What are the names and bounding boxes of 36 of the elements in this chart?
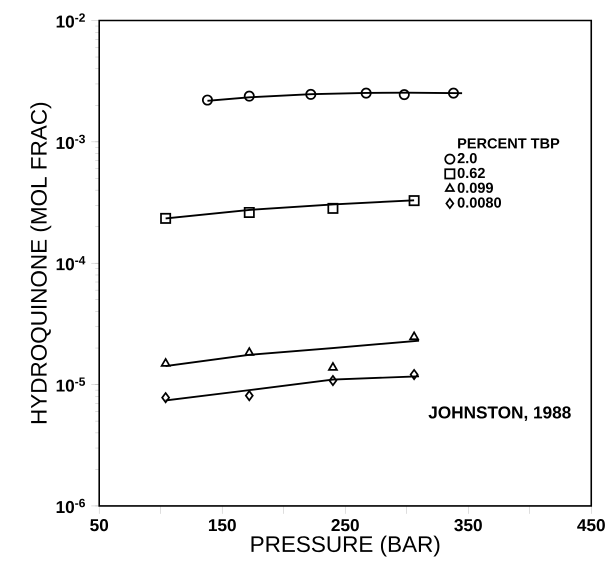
point <box>398 88 410 100</box>
point <box>305 88 316 100</box>
point <box>244 347 254 356</box>
y-tick-label: 10$^{-3}$ <box>56 134 85 149</box>
y-tick-label: 10$^{-6}$ <box>56 498 85 513</box>
point <box>161 392 170 403</box>
y-tick-label: 10$^{-2}$ <box>56 13 85 28</box>
point <box>408 194 420 206</box>
point <box>244 390 254 401</box>
point <box>360 87 372 98</box>
point <box>160 358 170 367</box>
y-tick-label: 10$^{-4}$ <box>56 256 86 270</box>
point <box>327 202 338 214</box>
x-tick-label: 250 <box>331 518 359 531</box>
point <box>244 90 255 102</box>
point <box>202 94 213 106</box>
y-axis-title: HYDROQUINONE (MOL FRAC) <box>30 102 52 423</box>
legend-label: 2.0 <box>458 152 477 164</box>
x-tick-label: 150 <box>208 518 236 531</box>
legend-label: 0.0080 <box>458 197 502 208</box>
legend-label: 0.099 <box>458 182 493 193</box>
x-axis-title: PRESSURE (BAR) <box>251 535 440 556</box>
legend-label: 0.62 <box>458 168 485 178</box>
x-tick-label: 50 <box>90 518 108 531</box>
point <box>409 331 419 340</box>
y-tick-label: 10$^{-5}$ <box>56 377 86 392</box>
point <box>328 362 338 371</box>
point <box>160 212 172 224</box>
point <box>410 368 418 380</box>
point <box>244 206 255 218</box>
legend-title: PERCENT TBP <box>458 138 560 148</box>
point <box>448 87 459 98</box>
x-tick-label: 450 <box>577 518 605 531</box>
annotation: JOHNSTON, 1988 <box>428 406 571 421</box>
point <box>328 374 338 386</box>
x-tick-label: 350 <box>454 518 482 532</box>
